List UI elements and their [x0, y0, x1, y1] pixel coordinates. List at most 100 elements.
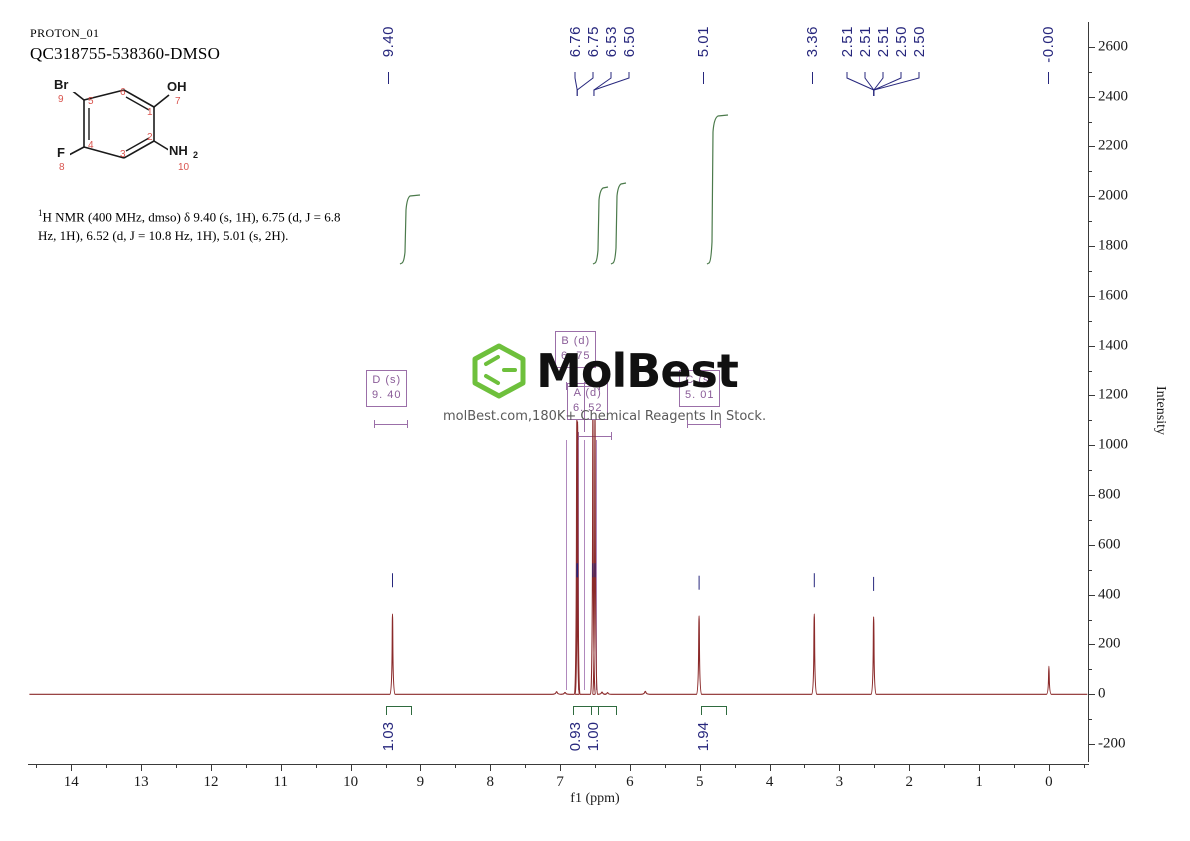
- y-tick-minor: [1088, 320, 1092, 322]
- y-tick-minor: [1088, 519, 1092, 521]
- y-tick-major: [1088, 295, 1095, 297]
- peak-shift-connector-line: [873, 72, 920, 96]
- integral-curve-2: [592, 186, 609, 265]
- integration-bracket: [591, 706, 617, 715]
- integration-bracket: [701, 706, 727, 715]
- integration-value-label: 1.00: [585, 722, 602, 752]
- y-tick-minor: [1088, 569, 1092, 571]
- integral-curve-4: [706, 114, 729, 265]
- y-tick-minor: [1088, 121, 1092, 123]
- x-tick-label: 3: [835, 774, 844, 790]
- integration-bracket: [573, 706, 599, 715]
- y-tick-major: [1088, 694, 1095, 696]
- y-tick-minor: [1088, 669, 1092, 671]
- x-tick-label: 4: [765, 774, 774, 790]
- y-tick-label: 1800: [1098, 237, 1128, 254]
- y-tick-minor: [1088, 470, 1092, 472]
- ring-number-3: 3: [120, 149, 126, 160]
- integration-value-label: 1.03: [380, 722, 397, 752]
- y-tick-minor: [1088, 71, 1092, 73]
- y-tick-label: 2000: [1098, 187, 1128, 204]
- x-axis-title: f1 (ppm): [570, 791, 620, 806]
- x-tick-minor: [734, 764, 736, 768]
- integration-value-label: 1.94: [695, 722, 712, 752]
- x-tick-major: [210, 764, 212, 771]
- integration-bracket: [386, 706, 412, 715]
- multiplet-shift: 6. 52: [573, 401, 603, 414]
- x-tick-label: 8: [486, 774, 495, 790]
- multiplet-id-type: B (d): [561, 335, 591, 347]
- integral-curve-1: [399, 194, 421, 265]
- peak-shift-connector: [574, 72, 594, 96]
- x-tick-minor: [176, 764, 178, 768]
- x-tick-minor: [245, 764, 247, 768]
- ring-number-2: 2: [147, 132, 153, 143]
- y-tick-label: 800: [1098, 486, 1121, 503]
- peak-shift-connector: [593, 72, 630, 96]
- ring-number-4: 4: [88, 140, 94, 151]
- x-tick-minor: [315, 764, 317, 768]
- x-tick-minor: [106, 764, 108, 768]
- ring-number-1: 1: [147, 107, 153, 118]
- nmr-nucleus-superscript: 1: [38, 208, 43, 218]
- multiplet-bracket: [566, 382, 600, 390]
- peak-shift-stem: [1048, 72, 1049, 84]
- peak-shift-connector-line: [576, 72, 594, 96]
- y-tick-minor: [1088, 270, 1092, 272]
- multiplet-shift: 5. 01: [685, 388, 715, 401]
- atom-label-br: Br: [54, 78, 68, 92]
- y-tick-minor: [1088, 719, 1092, 721]
- y-tick-major: [1088, 345, 1095, 347]
- y-tick-major: [1088, 544, 1095, 546]
- x-tick-label: 7: [556, 774, 564, 790]
- x-tick-major: [769, 764, 771, 771]
- peak-shift-connector: [846, 72, 920, 96]
- multiplet-drop-line: [566, 440, 567, 690]
- integral-curve-3: [610, 182, 627, 265]
- y-tick-major: [1088, 395, 1095, 397]
- y-tick-label: 1600: [1098, 287, 1128, 304]
- x-tick-major: [909, 764, 911, 771]
- x-tick-minor: [664, 764, 666, 768]
- multiplet-id-type: A (d): [573, 387, 602, 399]
- x-tick-label: 10: [343, 774, 359, 790]
- y-tick-major: [1088, 46, 1095, 48]
- atom-number-7: 7: [175, 96, 181, 107]
- spectrum-line: [29, 420, 1088, 695]
- y-tick-major: [1088, 96, 1095, 98]
- experiment-name: PROTON_01: [30, 26, 100, 40]
- multiplet-shift: 6. 75: [561, 349, 591, 362]
- x-tick-label: 0: [1045, 774, 1053, 790]
- hexagon-outer: [472, 343, 526, 399]
- y-tick-major: [1088, 495, 1095, 497]
- nmr-assignment-body: H NMR (400 MHz, dmso) δ 9.40 (s, 1H), 6.…: [38, 209, 341, 244]
- x-tick-minor: [804, 764, 806, 768]
- x-tick-minor: [944, 764, 946, 768]
- y-tick-label: 400: [1098, 586, 1121, 603]
- x-tick-major: [839, 764, 841, 771]
- ring-number-6: 6: [120, 87, 126, 98]
- x-tick-major: [1048, 764, 1050, 771]
- y-tick-label: 200: [1098, 635, 1121, 652]
- x-tick-major: [979, 764, 981, 771]
- y-tick-major: [1088, 246, 1095, 248]
- atom-number-10: 10: [178, 162, 190, 173]
- integration-value-label: 0.93: [567, 722, 584, 752]
- spectrum-paths: [29, 420, 1088, 695]
- integral-curves: [399, 114, 729, 265]
- y-tick-label: 0: [1098, 685, 1106, 702]
- x-tick-label: 13: [133, 774, 149, 790]
- y-tick-minor: [1088, 619, 1092, 621]
- x-tick-minor: [1013, 764, 1015, 768]
- y-tick-minor: [1088, 171, 1092, 173]
- plot-right-border: [1088, 22, 1089, 762]
- hexagon-inner-bond-1: [484, 355, 501, 366]
- peak-shift-stem: [388, 72, 389, 84]
- x-tick-major: [350, 764, 352, 771]
- hexagon-logo-icon: [472, 343, 526, 399]
- x-tick-major: [629, 764, 631, 771]
- ring-bonds: [83, 89, 155, 159]
- x-tick-minor: [874, 764, 876, 768]
- x-tick-major: [490, 764, 492, 771]
